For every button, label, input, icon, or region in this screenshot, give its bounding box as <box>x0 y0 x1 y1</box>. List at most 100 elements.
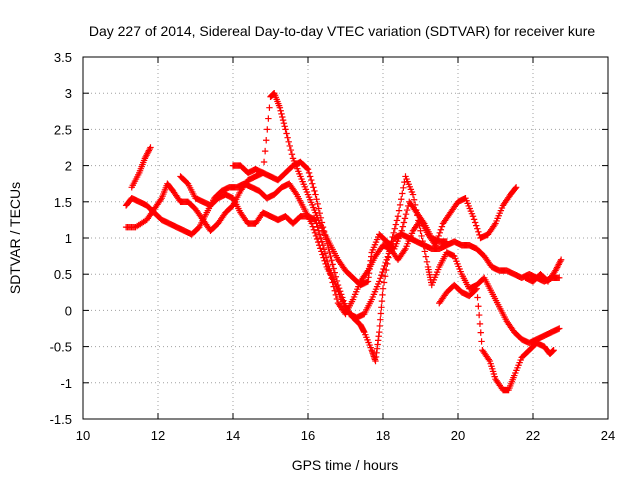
data-point <box>390 229 397 237</box>
data-point <box>473 222 480 229</box>
data-point <box>330 283 337 290</box>
data-point <box>395 207 403 214</box>
data-point <box>318 238 326 245</box>
data-point <box>328 257 335 264</box>
data-point <box>376 278 383 285</box>
y-tick-label: 1.5 <box>54 195 72 210</box>
data-point <box>418 232 425 240</box>
data-point <box>394 213 402 220</box>
data-point <box>417 227 424 234</box>
data-point <box>265 115 272 122</box>
data-point <box>317 234 325 242</box>
data-point <box>335 284 343 292</box>
data-point <box>279 116 287 124</box>
x-tick-label: 24 <box>601 428 615 443</box>
data-point <box>308 176 315 184</box>
data-point <box>319 242 327 249</box>
y-tick-label: 2.5 <box>54 122 72 137</box>
x-tick-label: 10 <box>76 428 90 443</box>
data-point <box>389 233 396 241</box>
data-point <box>329 261 336 268</box>
x-tick-label: 12 <box>151 428 165 443</box>
x-tick-label: 18 <box>376 428 390 443</box>
data-point <box>383 266 390 274</box>
axis-ticks: 10 12 14 16 18 20 22 24 3.5 3 2.5 2 1.5 1 0.5 0 -0.5 -1 -1… <box>50 50 616 443</box>
data-point <box>315 205 322 212</box>
data-point <box>384 260 391 268</box>
data-point <box>276 104 284 111</box>
data-point <box>385 254 392 261</box>
data-point <box>286 142 293 150</box>
data-point <box>310 226 318 233</box>
data-point <box>472 286 479 293</box>
data-point <box>305 169 313 177</box>
data-point <box>556 325 563 332</box>
data-point <box>314 223 321 231</box>
data-point <box>409 191 417 198</box>
data-point <box>331 287 338 294</box>
y-tick-label: 3 <box>65 86 72 101</box>
data-point <box>320 246 328 253</box>
data-point <box>421 248 428 255</box>
x-axis-label: GPS time / hours <box>292 457 399 473</box>
data-point <box>314 200 321 208</box>
data-point <box>332 291 340 299</box>
data-point <box>333 295 341 303</box>
data-point <box>419 237 426 245</box>
data-point <box>326 266 333 274</box>
data-point <box>279 113 286 121</box>
series-track-e <box>436 256 565 394</box>
data-point <box>288 151 296 158</box>
data-point <box>379 291 386 299</box>
data-point <box>312 232 320 240</box>
data-point <box>336 288 344 295</box>
data-point <box>311 187 318 195</box>
data-point <box>332 273 340 280</box>
data-point <box>420 243 427 250</box>
data-point <box>379 285 387 292</box>
data-point <box>473 285 480 292</box>
y-tick-label: 0 <box>65 303 72 318</box>
data-point <box>312 191 319 198</box>
data-point <box>378 272 385 279</box>
data-point <box>378 304 385 311</box>
data-point <box>334 281 342 289</box>
data-point <box>377 310 385 317</box>
data-point <box>261 147 269 155</box>
data-point <box>304 166 312 173</box>
data-point <box>284 134 291 141</box>
data-point <box>325 262 332 270</box>
data-marks <box>122 90 565 394</box>
data-point <box>477 329 484 336</box>
data-point <box>398 227 405 234</box>
data-point <box>338 291 345 298</box>
data-point <box>403 206 411 214</box>
chart-title: Day 227 of 2014, Sidereal Day-to-day VTE… <box>89 23 595 39</box>
data-point <box>377 275 384 282</box>
data-point <box>339 294 346 301</box>
series-track-c <box>128 144 520 318</box>
data-point <box>311 229 319 237</box>
data-point <box>378 297 386 305</box>
data-point <box>512 185 519 192</box>
data-point <box>331 269 338 276</box>
data-point <box>278 110 285 118</box>
data-point <box>401 215 409 222</box>
y-tick-label: 3.5 <box>54 50 72 65</box>
data-point <box>327 271 334 278</box>
x-tick-label: 14 <box>226 428 240 443</box>
data-point <box>379 268 386 276</box>
data-point <box>266 104 273 111</box>
data-point <box>475 228 482 235</box>
data-point <box>324 258 331 265</box>
y-axis-label: SDTVAR / TECUs <box>7 182 23 294</box>
y-tick-label: -1 <box>60 376 72 391</box>
data-point <box>277 107 284 114</box>
data-point <box>282 126 289 133</box>
data-point <box>306 173 314 180</box>
data-point <box>398 196 405 203</box>
data-point <box>376 328 383 336</box>
data-point <box>310 184 317 191</box>
data-point <box>422 253 430 260</box>
